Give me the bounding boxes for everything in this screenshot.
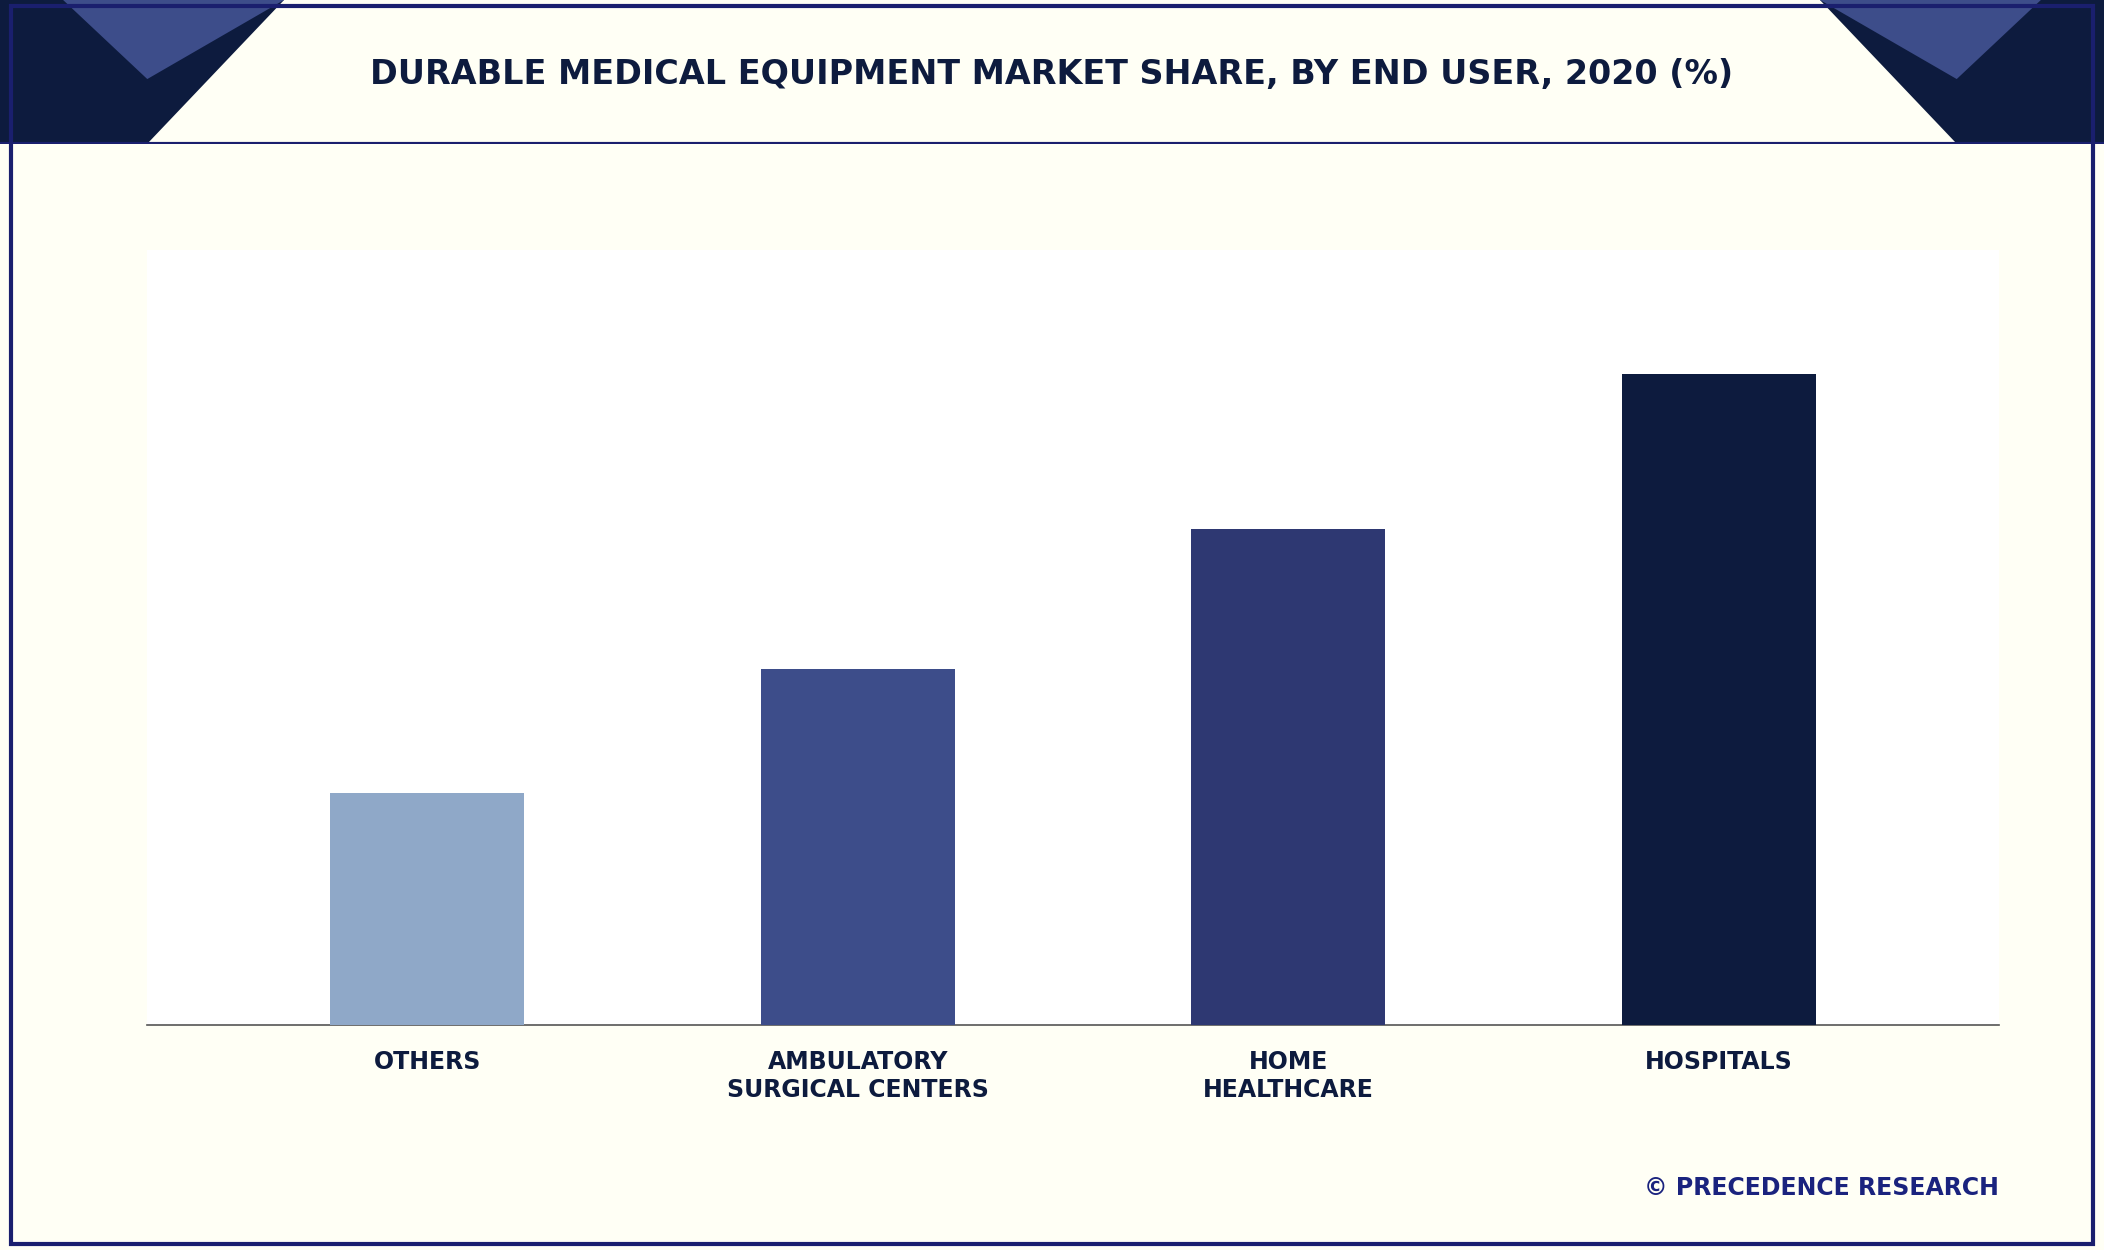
Polygon shape: [63, 0, 284, 79]
Text: © PRECEDENCE RESEARCH: © PRECEDENCE RESEARCH: [1643, 1176, 1999, 1200]
Bar: [1191, 529, 1384, 1025]
Text: DURABLE MEDICAL EQUIPMENT MARKET SHARE, BY END USER, 2020 (%): DURABLE MEDICAL EQUIPMENT MARKET SHARE, …: [370, 59, 1734, 91]
Polygon shape: [0, 0, 284, 144]
Polygon shape: [1820, 0, 2041, 79]
Bar: [330, 792, 524, 1025]
Bar: [762, 669, 955, 1025]
Polygon shape: [1820, 0, 2104, 144]
Bar: [1622, 374, 1816, 1025]
